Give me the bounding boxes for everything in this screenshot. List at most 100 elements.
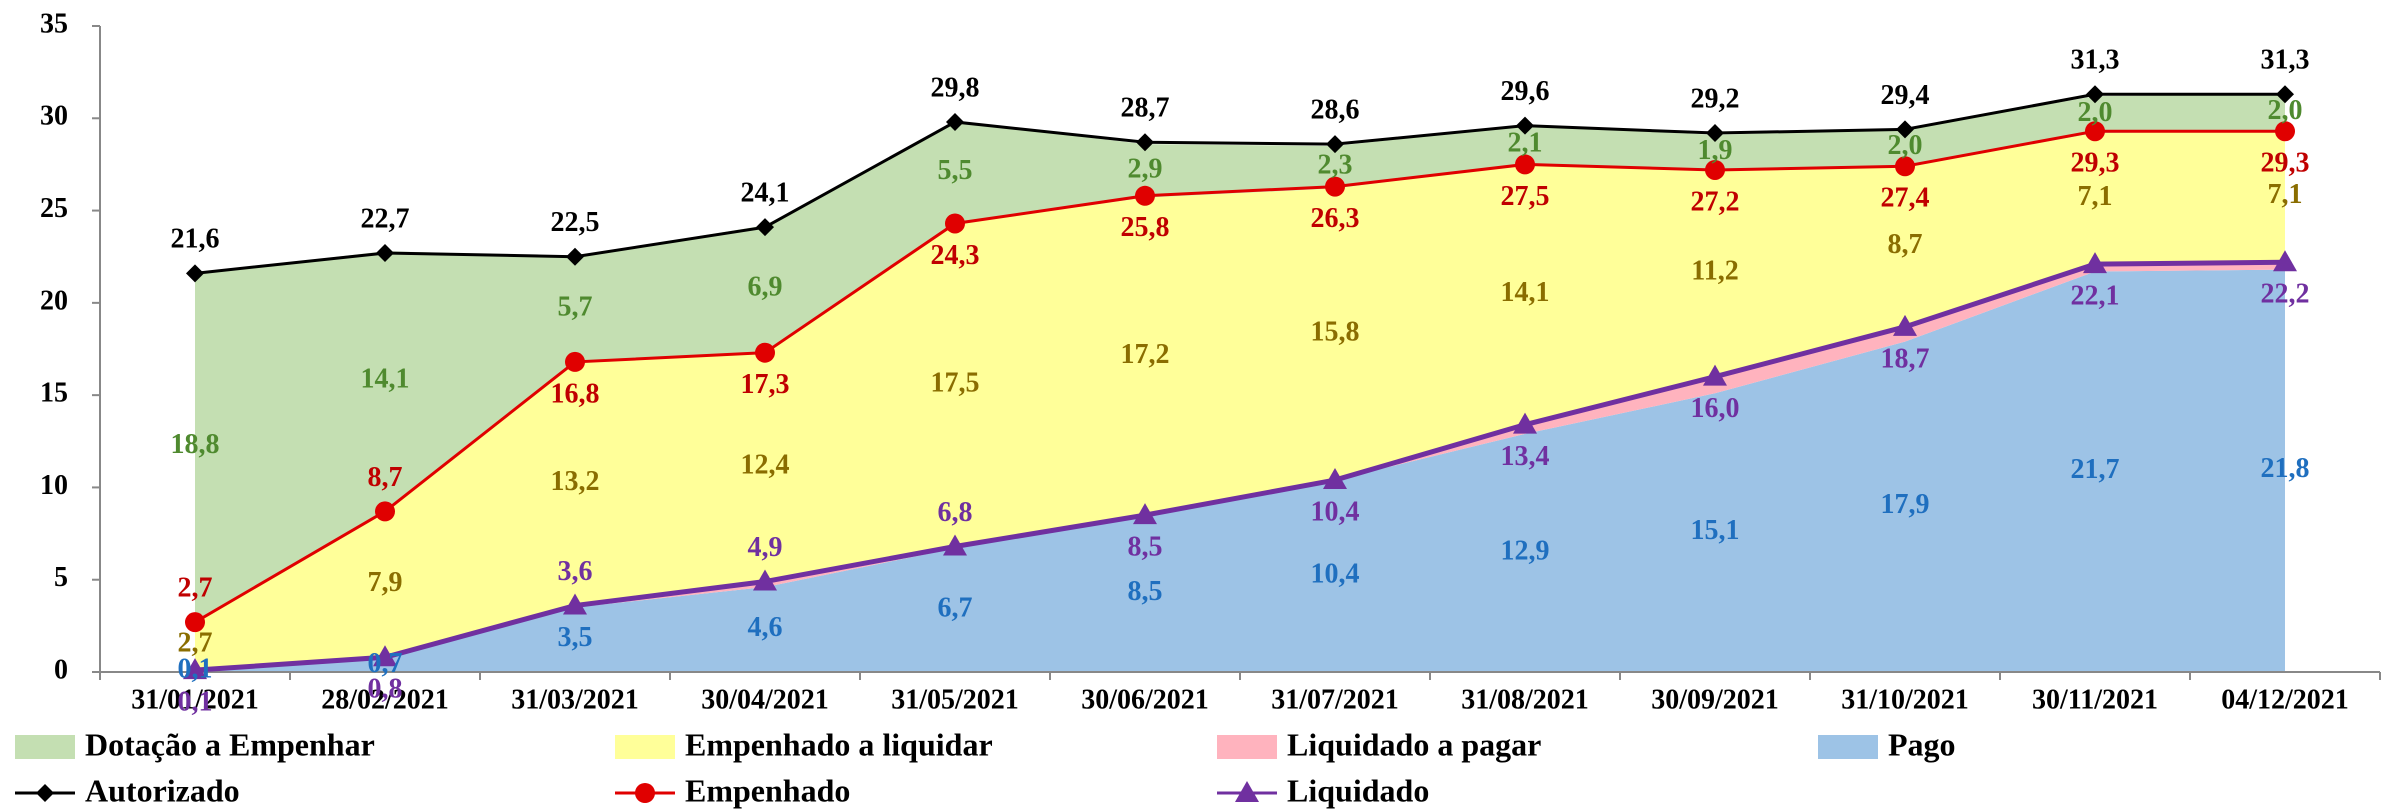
marker <box>373 645 397 667</box>
marker <box>2085 121 2105 142</box>
marker <box>2273 250 2297 272</box>
data-label: 7,1 <box>2078 181 2113 212</box>
data-label: 6,7 <box>938 593 973 624</box>
area <box>195 94 2285 621</box>
marker <box>1136 133 1154 152</box>
data-label: 24,1 <box>741 178 790 209</box>
data-label: 22,1 <box>2071 281 2120 312</box>
data-label: 2,3 <box>1318 150 1353 181</box>
marker <box>36 784 54 802</box>
data-label: 8,5 <box>1128 576 1163 607</box>
x-tick-label: 30/06/2021 <box>1081 684 1209 715</box>
data-label: 10,4 <box>1311 558 1360 589</box>
data-label: 7,1 <box>2268 179 2303 210</box>
data-label: 26,3 <box>1311 203 1360 234</box>
marker <box>186 264 204 283</box>
data-label: 8,7 <box>1888 229 1923 260</box>
legend-swatch <box>1818 735 1878 759</box>
data-label: 2,7 <box>178 628 213 659</box>
data-label: 12,4 <box>741 450 790 481</box>
data-label: 11,2 <box>1691 256 1738 287</box>
marker <box>376 244 394 263</box>
data-label: 31,3 <box>2261 45 2310 76</box>
x-tick-label: 31/05/2021 <box>891 684 1019 715</box>
line <box>194 129 2285 624</box>
legend-label: Empenhado <box>685 772 850 808</box>
data-label: 22,2 <box>2261 279 2310 310</box>
marker <box>566 247 584 266</box>
data-label: 17,3 <box>741 369 790 400</box>
data-label: 17,5 <box>931 367 980 398</box>
marker <box>2083 252 2107 274</box>
data-label: 29,4 <box>1881 80 1930 111</box>
marker <box>755 342 775 363</box>
data-label: 2,0 <box>2078 97 2113 128</box>
data-label: 27,5 <box>1501 181 1550 212</box>
y-tick-label: 10 <box>40 470 68 501</box>
x-tick-label: 31/07/2021 <box>1271 684 1399 715</box>
data-label: 0,7 <box>368 648 403 679</box>
y-tick-label: 0 <box>54 654 68 685</box>
data-label: 8,5 <box>1128 532 1163 563</box>
data-label: 27,4 <box>1881 183 1930 214</box>
legend-label: Dotação a Empenhar <box>85 726 375 762</box>
marker <box>2086 85 2104 104</box>
data-label: 22,7 <box>361 203 410 234</box>
x-tick-label: 04/12/2021 <box>2221 684 2349 715</box>
legend-swatch <box>615 735 675 759</box>
data-label: 28,6 <box>1311 95 1360 126</box>
marker <box>565 351 585 372</box>
marker <box>1893 314 1917 336</box>
data-label: 15,8 <box>1311 317 1360 348</box>
data-label: 29,8 <box>931 72 980 103</box>
data-label: 31,3 <box>2071 45 2120 76</box>
data-label: 0,1 <box>178 687 213 718</box>
data-label: 4,6 <box>748 612 783 643</box>
data-label: 2,7 <box>178 573 213 604</box>
data-label: 13,4 <box>1501 441 1550 472</box>
marker <box>2275 121 2295 142</box>
marker <box>1325 176 1345 197</box>
y-tick-label: 20 <box>40 285 68 316</box>
data-label: 13,2 <box>551 466 600 497</box>
legend-label: Liquidado a pagar <box>1287 726 1541 762</box>
marker <box>756 218 774 237</box>
data-label: 24,3 <box>931 240 980 271</box>
data-label: 29,3 <box>2261 148 2310 179</box>
data-label: 18,8 <box>171 429 220 460</box>
marker <box>1133 503 1157 525</box>
x-tick-label: 30/11/2021 <box>2032 684 2158 715</box>
marker <box>1326 135 1344 154</box>
marker <box>2276 85 2294 104</box>
marker <box>1323 468 1347 490</box>
marker <box>563 593 587 615</box>
data-label: 2,9 <box>1128 153 1163 184</box>
line <box>194 92 2285 275</box>
data-label: 12,9 <box>1501 535 1550 566</box>
data-label: 2,0 <box>2268 95 2303 126</box>
x-tick-label: 31/03/2021 <box>511 684 639 715</box>
data-label: 16,0 <box>1691 393 1740 424</box>
area <box>195 131 2285 671</box>
y-tick-label: 15 <box>40 378 68 409</box>
y-tick-label: 5 <box>54 562 68 593</box>
data-label: 10,4 <box>1311 496 1360 527</box>
marker <box>635 783 655 803</box>
data-label: 14,1 <box>1501 277 1550 308</box>
marker <box>945 213 965 234</box>
data-label: 6,9 <box>748 271 783 302</box>
data-label: 28,7 <box>1121 93 1170 124</box>
data-label: 3,6 <box>558 556 593 587</box>
marker <box>946 112 964 131</box>
data-label: 17,9 <box>1881 489 1930 520</box>
data-label: 7,9 <box>368 567 403 598</box>
data-label: 14,1 <box>361 364 410 395</box>
x-tick-label: 30/09/2021 <box>1651 684 1779 715</box>
data-label: 5,7 <box>558 292 593 323</box>
data-label: 2,0 <box>1888 130 1923 161</box>
data-label: 2,1 <box>1508 127 1543 158</box>
data-label: 25,8 <box>1121 212 1170 243</box>
data-label: 15,1 <box>1691 515 1740 546</box>
data-label: 4,9 <box>748 532 783 563</box>
